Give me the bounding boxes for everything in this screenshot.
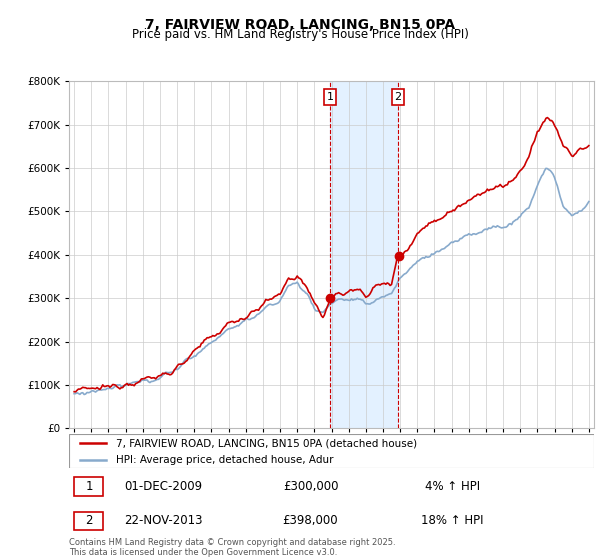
Text: HPI: Average price, detached house, Adur: HPI: Average price, detached house, Adur xyxy=(116,455,334,465)
Text: Price paid vs. HM Land Registry's House Price Index (HPI): Price paid vs. HM Land Registry's House … xyxy=(131,28,469,41)
FancyBboxPatch shape xyxy=(74,478,103,496)
FancyBboxPatch shape xyxy=(69,434,594,468)
Text: 4% ↑ HPI: 4% ↑ HPI xyxy=(425,480,480,493)
Text: 7, FAIRVIEW ROAD, LANCING, BN15 0PA (detached house): 7, FAIRVIEW ROAD, LANCING, BN15 0PA (det… xyxy=(116,438,418,449)
Text: 01-DEC-2009: 01-DEC-2009 xyxy=(124,480,203,493)
Text: Contains HM Land Registry data © Crown copyright and database right 2025.
This d: Contains HM Land Registry data © Crown c… xyxy=(69,538,395,557)
Text: 18% ↑ HPI: 18% ↑ HPI xyxy=(421,514,484,527)
Text: 2: 2 xyxy=(85,514,93,527)
Text: 22-NOV-2013: 22-NOV-2013 xyxy=(124,514,203,527)
Text: £300,000: £300,000 xyxy=(283,480,338,493)
Text: 1: 1 xyxy=(326,92,334,102)
FancyBboxPatch shape xyxy=(74,512,103,530)
Text: 7, FAIRVIEW ROAD, LANCING, BN15 0PA: 7, FAIRVIEW ROAD, LANCING, BN15 0PA xyxy=(145,18,455,32)
Bar xyxy=(330,81,398,428)
Text: £398,000: £398,000 xyxy=(283,514,338,527)
Text: 2: 2 xyxy=(395,92,401,102)
Text: 1: 1 xyxy=(85,480,93,493)
